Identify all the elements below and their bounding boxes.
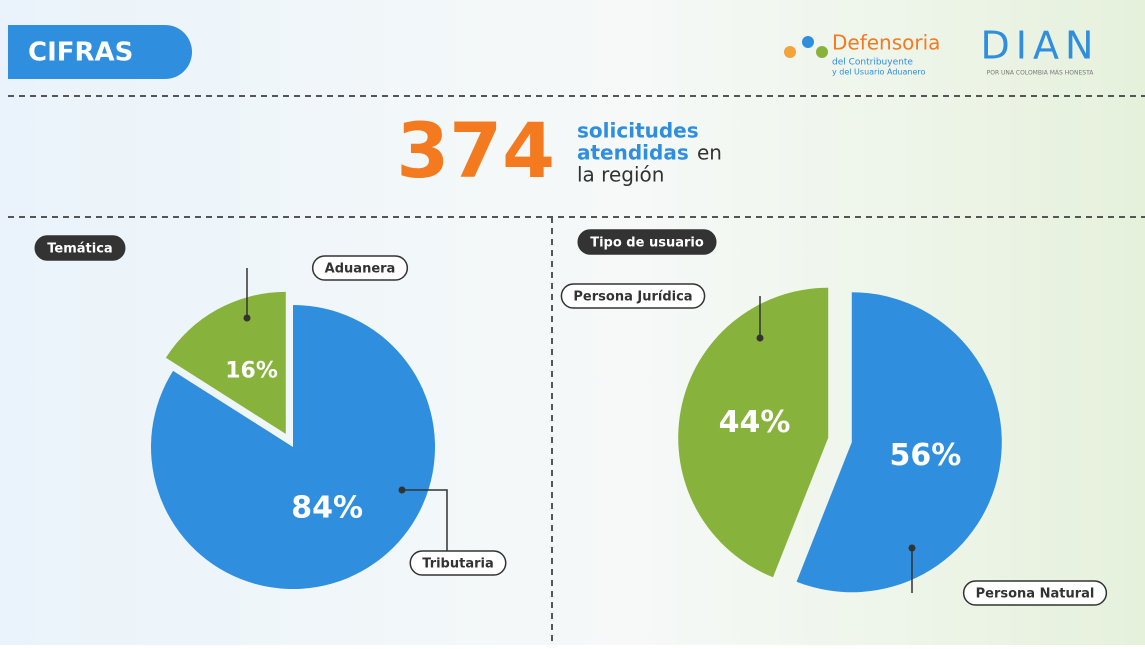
value-label: 56%: [890, 438, 962, 473]
value-label: 44%: [719, 405, 791, 440]
pie-slice: [796, 292, 1002, 593]
leader-line: [402, 489, 448, 563]
section-pill: [577, 229, 717, 255]
pie-slice: [165, 291, 286, 434]
logo-defensoria: Defensoria del Contribuyente y del Usuar…: [784, 31, 940, 77]
label-pill: [311, 255, 409, 281]
title-pill: [8, 25, 192, 79]
logo-dot: [802, 36, 814, 48]
logo-line: del Contribuyente: [832, 58, 913, 68]
section-pill: [34, 235, 126, 261]
section-title: Tipo de usuario: [590, 236, 704, 251]
headline-text: solicitudes: [577, 119, 699, 143]
logo-dot: [816, 46, 828, 58]
label-pill: [409, 550, 507, 576]
headline-text: en: [697, 141, 722, 165]
value-label: 84%: [291, 491, 363, 526]
category-label: Aduanera: [325, 262, 396, 277]
pie-slice: [151, 305, 435, 589]
label-pill: [962, 580, 1108, 606]
category-label: Tributaria: [422, 557, 494, 572]
label-pill: [560, 283, 706, 309]
headline-text: la región: [577, 163, 664, 187]
section-title: Temática: [47, 242, 112, 257]
page-title: CIFRAS: [28, 38, 133, 68]
category-label: Persona Jurídica: [573, 290, 692, 305]
value-label: 16%: [225, 359, 278, 384]
category-label: Persona Natural: [976, 587, 1095, 602]
pie-slice: [678, 287, 829, 578]
logo-dian: DIAN: [981, 24, 1100, 68]
logo-line: y del Usuario Aduanero: [832, 68, 925, 77]
logo-name: Defensoria: [832, 31, 940, 55]
headline-number: 374: [396, 106, 555, 195]
logo-slogan: POR UNA COLOMBIA MÁS HONESTA: [987, 70, 1095, 77]
logo-dot: [784, 46, 796, 58]
headline-text: atendidas: [577, 141, 689, 165]
